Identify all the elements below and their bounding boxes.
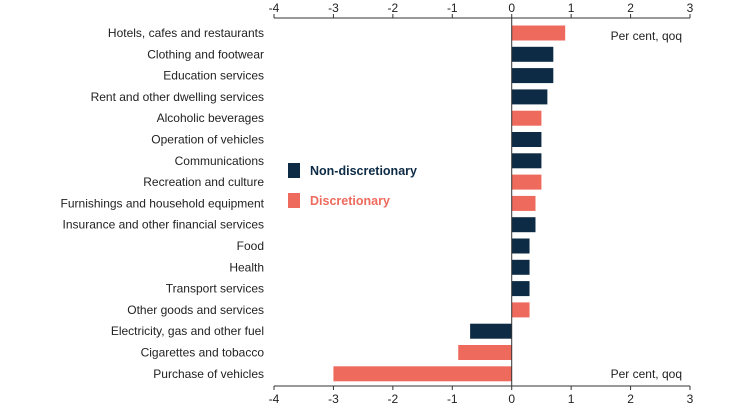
bottom-tick-label: 1 xyxy=(568,392,575,406)
bar xyxy=(470,323,512,339)
category-label: Other goods and services xyxy=(127,303,264,317)
bar xyxy=(511,281,530,297)
bar xyxy=(511,174,542,190)
category-label: Health xyxy=(229,260,264,274)
top-tick-label: -3 xyxy=(328,1,339,15)
category-label: Electricity, gas and other fuel xyxy=(111,324,264,338)
category-label: Alcoholic beverages xyxy=(157,111,264,125)
bar xyxy=(511,302,530,318)
top-tick-label: 1 xyxy=(568,1,575,15)
category-label: Insurance and other financial services xyxy=(63,218,264,232)
bar xyxy=(333,366,512,382)
top-tick-label: 0 xyxy=(508,1,515,15)
legend-swatch-discretionary xyxy=(288,193,300,208)
bar xyxy=(511,238,530,254)
category-label: Education services xyxy=(163,69,264,83)
bottom-tick-label: 3 xyxy=(687,392,694,406)
top-axis: -4 -3 -2 -1 0 1 2 3 xyxy=(269,1,694,19)
bars xyxy=(333,25,566,382)
bar xyxy=(511,89,548,105)
category-label: Cigarettes and tobacco xyxy=(141,346,265,360)
bar xyxy=(511,25,566,41)
category-label: Furnishings and household equipment xyxy=(61,196,265,210)
top-tick-label: 2 xyxy=(627,1,634,15)
category-label: Transport services xyxy=(166,282,264,296)
bottom-tick-label: 2 xyxy=(627,392,634,406)
category-label: Purchase of vehicles xyxy=(153,367,264,381)
category-label: Recreation and culture xyxy=(143,175,264,189)
bar xyxy=(511,153,542,169)
category-label: Communications xyxy=(175,154,264,168)
category-labels: Hotels, cafes and restaurants Clothing an… xyxy=(61,26,265,381)
bottom-tick-label: -2 xyxy=(388,392,399,406)
bar xyxy=(511,259,530,275)
bar xyxy=(458,345,512,360)
unit-label-bottom: Per cent, qoq xyxy=(611,367,682,381)
category-label: Clothing and footwear xyxy=(147,47,264,61)
category-label: Hotels, cafes and restaurants xyxy=(108,26,264,40)
legend-swatch-non-discretionary xyxy=(288,163,300,178)
top-tick-label: -2 xyxy=(388,1,399,15)
bar xyxy=(511,68,554,84)
bottom-tick-label: 0 xyxy=(508,392,515,406)
legend-label-non-discretionary: Non-discretionary xyxy=(310,164,417,178)
top-tick-label: -4 xyxy=(269,1,280,15)
legend-label-discretionary: Discretionary xyxy=(310,194,390,208)
bar xyxy=(511,46,554,62)
bottom-tick-label: -1 xyxy=(447,392,458,406)
category-label: Rent and other dwelling services xyxy=(91,90,264,104)
bottom-axis: -4 -3 -2 -1 0 1 2 3 xyxy=(269,385,694,406)
top-tick-label: 3 xyxy=(687,1,694,15)
bar xyxy=(511,110,542,126)
bar xyxy=(511,132,542,147)
unit-label-top: Per cent, qoq xyxy=(611,29,682,43)
top-tick-label: -1 xyxy=(447,1,458,15)
bottom-tick-label: -3 xyxy=(328,392,339,406)
bar xyxy=(511,195,536,211)
category-label: Operation of vehicles xyxy=(151,133,264,147)
bar xyxy=(511,217,536,233)
legend: Non-discretionary Discretionary xyxy=(288,163,417,208)
bottom-tick-label: -4 xyxy=(269,392,280,406)
category-label: Food xyxy=(237,239,264,253)
